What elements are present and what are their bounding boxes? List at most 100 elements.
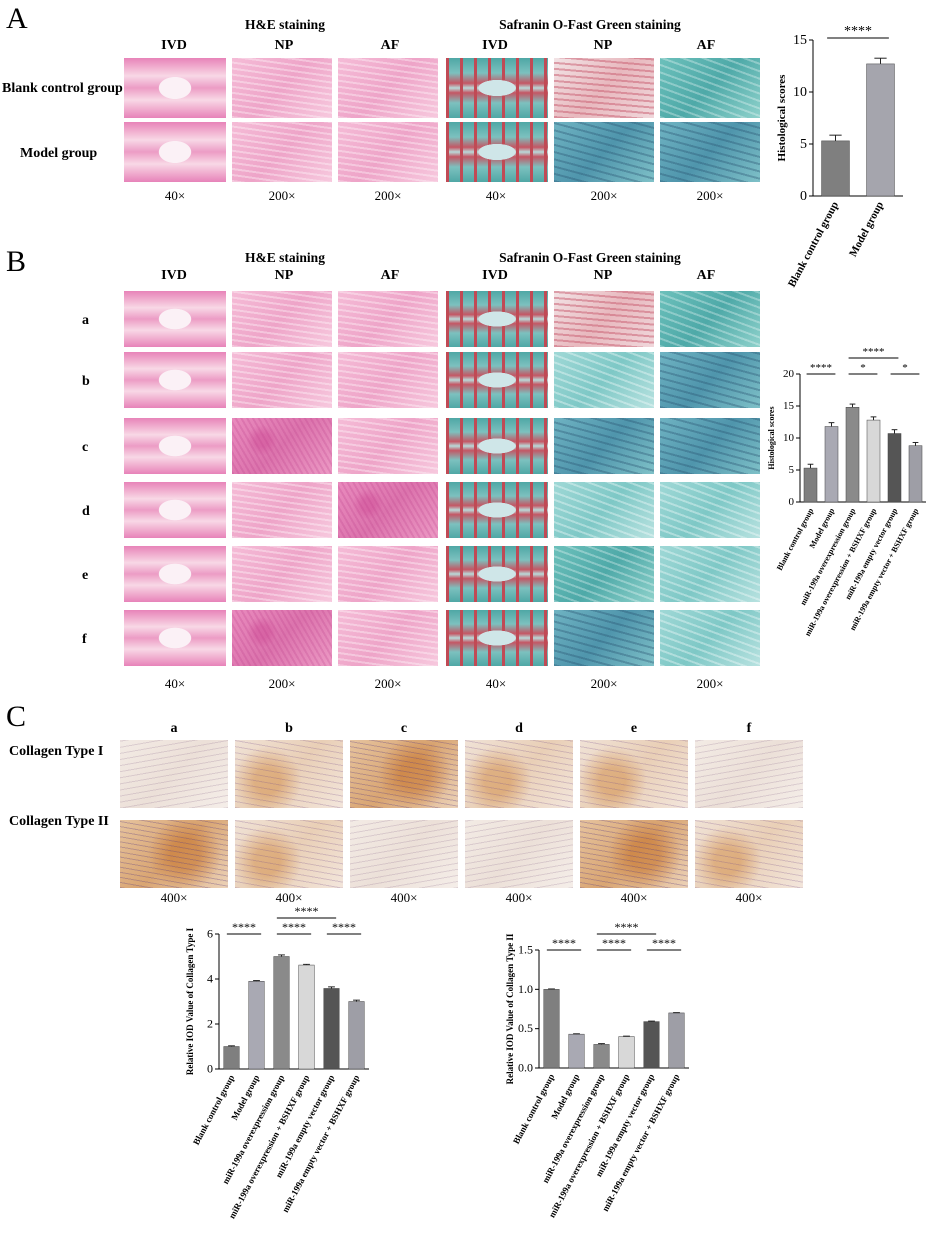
micrograph-b-e-1: [232, 546, 332, 602]
panel-b-mag-5: 200×: [590, 676, 618, 691]
micrograph-b-f-0: [124, 610, 226, 666]
significance-label: ****: [615, 920, 639, 934]
x-tick-label: miR-199a overexpression group: [798, 506, 857, 606]
micrograph-b-f-3: [446, 610, 548, 666]
x-tick-label: miR-199a overexpression group: [220, 1073, 286, 1185]
micrograph-b-b-1: [232, 352, 332, 408]
micrograph-b-f-4: [554, 610, 654, 666]
panel-c-mag: 400×: [390, 890, 418, 905]
micrograph-c-row1-d: [465, 740, 573, 808]
panel-b-he-title: H&E staining: [245, 250, 325, 265]
micrograph-b-c-1: [232, 418, 332, 474]
bar: [668, 1012, 685, 1069]
x-tick-label: Model group: [229, 1073, 261, 1121]
panel-b-letter: B: [6, 245, 27, 278]
panel-a-he-title: H&E staining: [245, 17, 325, 32]
panel-b-so-title: Safranin O-Fast Green staining: [499, 250, 681, 265]
panel-b-mag-1: 40×: [164, 676, 186, 691]
micrograph-b-e-4: [554, 546, 654, 602]
x-tick-label: Blank control group: [511, 1072, 556, 1145]
micrograph-b-c-3: [446, 418, 548, 474]
micrograph-c-row2-d: [465, 820, 573, 888]
panel-c-mag: 400×: [275, 890, 303, 905]
micrograph-b-d-0: [124, 482, 226, 538]
x-tick-label: Blank control group: [775, 506, 816, 572]
micrograph-c-row2-e: [580, 820, 688, 888]
panel-a-mag-4: 40×: [485, 188, 507, 203]
significance-label: ****: [332, 920, 356, 934]
x-tick-label: Blank control group: [786, 200, 841, 289]
micrograph-c-row1-a: [120, 740, 228, 808]
significance-label: ****: [844, 24, 872, 39]
significance-label: ****: [232, 920, 256, 934]
panel-a-mag-2: 200×: [268, 188, 296, 203]
micrograph-c-row1-c: [350, 740, 458, 808]
x-tick-label: miR-199a empty vector + BSHXF group: [848, 506, 921, 632]
micrograph-b-a-3: [446, 291, 548, 347]
bar: [643, 1021, 660, 1069]
y-tick-label: 15: [793, 33, 807, 48]
x-tick-label: miR-199a empty vector group: [273, 1073, 336, 1179]
y-tick-label: 2: [207, 1017, 213, 1031]
micrograph-a-so-ivd-model: [446, 122, 548, 182]
micrograph-a-so-af-model: [660, 122, 760, 182]
y-tick-label: 5: [800, 137, 807, 152]
x-tick-label: miR-199a overexpression + BSHXF group: [803, 506, 879, 637]
micrograph-c-row2-c: [350, 820, 458, 888]
micrograph-b-d-2: [338, 482, 438, 538]
micrograph-b-c-4: [554, 418, 654, 474]
panel-a-row-model: Model group: [20, 146, 98, 161]
bar: [618, 1036, 635, 1069]
micrograph-b-d-3: [446, 482, 548, 538]
micrograph-a-so-np-blank: [554, 58, 654, 118]
panel-c-letter: C: [6, 700, 27, 733]
micrograph-a-he-af-model: [338, 122, 438, 182]
bar: [298, 964, 315, 1070]
bar: [821, 140, 850, 197]
micrograph-b-a-1: [232, 291, 332, 347]
panel-b-col-np-so: NP: [593, 268, 613, 283]
micrograph-b-c-2: [338, 418, 438, 474]
bar: [866, 63, 895, 197]
panel-a-mag-5: 200×: [590, 188, 618, 203]
y-tick-label: 1.0: [518, 982, 533, 996]
y-tick-label: 20: [783, 368, 795, 380]
micrograph-c-row1-f: [695, 740, 803, 808]
micrograph-a-so-af-blank: [660, 58, 760, 118]
micrograph-b-e-3: [446, 546, 548, 602]
micrograph-b-e-2: [338, 546, 438, 602]
bar: [273, 956, 290, 1070]
micrograph-c-row1-e: [580, 740, 688, 808]
x-tick-label: miR-199a overexpression group: [540, 1072, 606, 1184]
panel-a-col-ivd-he: IVD: [161, 38, 187, 53]
panel-b-mag-2: 200×: [268, 676, 296, 691]
micrograph-b-d-5: [660, 482, 760, 538]
x-tick-label: Model group: [549, 1072, 581, 1120]
y-tick-label: 0: [800, 189, 807, 204]
micrograph-a-so-ivd-blank: [446, 58, 548, 118]
panel-c-row-collagen-2: Collagen Type II: [9, 814, 109, 829]
bar: [845, 407, 860, 503]
panel-a-col-ivd-so: IVD: [482, 38, 508, 53]
panel-c-row-collagen-1: Collagen Type I: [9, 744, 104, 759]
panel-c-col-label: e: [630, 721, 638, 736]
panel-b-row-label: d: [82, 504, 90, 519]
panel-b-col-np-he: NP: [274, 268, 294, 283]
significance-label: ****: [552, 936, 576, 950]
bar: [348, 1001, 365, 1070]
micrograph-c-row2-a: [120, 820, 228, 888]
micrograph-c-row1-b: [235, 740, 343, 808]
y-axis-label: Relative IOD Value of Collagen Type II: [505, 933, 515, 1084]
x-tick-label: miR-199a empty vector + BSHXF group: [280, 1073, 361, 1214]
micrograph-b-f-1: [232, 610, 332, 666]
panel-b-row-label: f: [82, 632, 87, 647]
micrograph-c-row2-b: [235, 820, 343, 888]
y-tick-label: 4: [207, 972, 213, 986]
bar: [323, 988, 340, 1070]
panel-b-col-ivd-so: IVD: [482, 268, 508, 283]
y-tick-label: 0: [789, 496, 795, 508]
panel-c-mag: 400×: [735, 890, 763, 905]
bar: [887, 433, 902, 503]
y-axis-label: Relative IOD Value of Collagen Type I: [185, 927, 195, 1075]
x-tick-label: Model group: [847, 200, 886, 259]
